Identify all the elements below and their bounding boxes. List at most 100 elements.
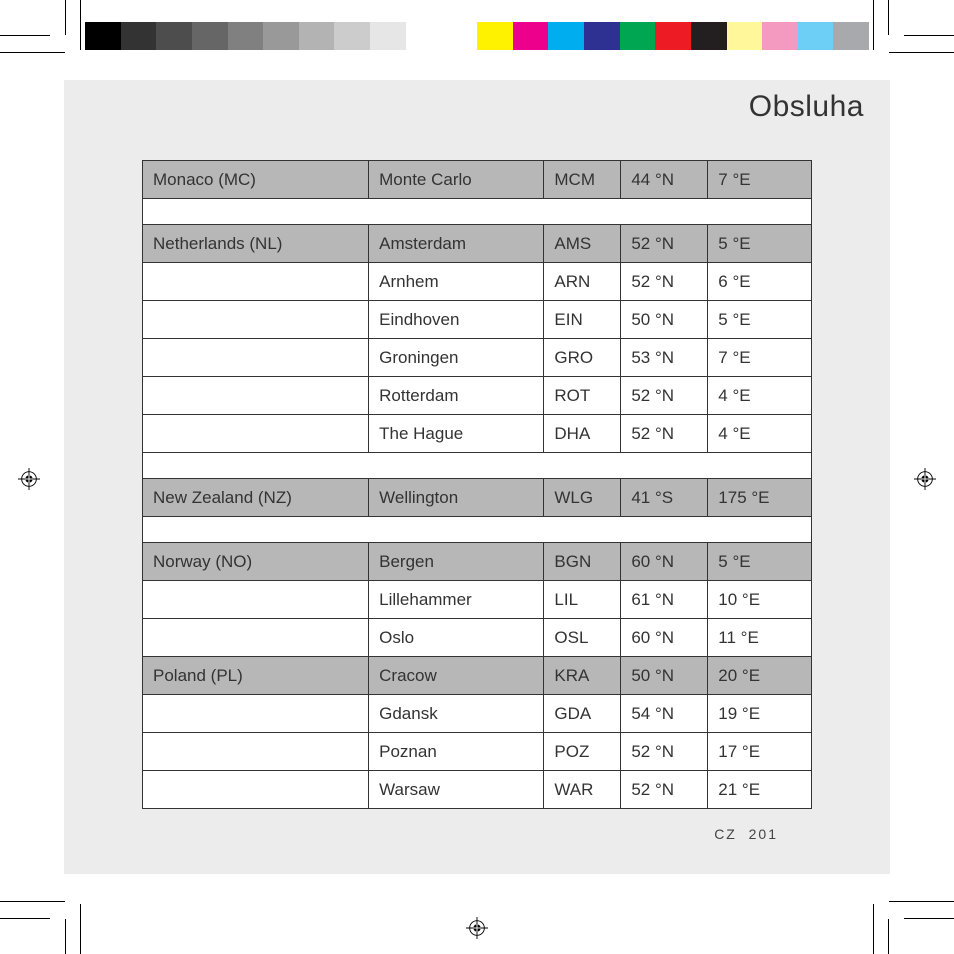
crop-mark: [65, 919, 66, 954]
page-title: Obsluha: [749, 90, 864, 124]
color-swatch: [192, 22, 228, 50]
table-row: RotterdamROT52 °N4 °E: [143, 377, 812, 415]
table-row: LillehammerLIL61 °N10 °E: [143, 581, 812, 619]
crop-mark: [0, 918, 50, 919]
cell-code: MCM: [544, 161, 621, 199]
cell-country: [143, 695, 369, 733]
cell-country: [143, 263, 369, 301]
table-row: Norway (NO)BergenBGN60 °N5 °E: [143, 543, 812, 581]
cell-lat: 60 °N: [621, 619, 708, 657]
cell-lat: 41 °S: [621, 479, 708, 517]
registration-mark-icon: [914, 468, 936, 490]
color-swatch: [584, 22, 620, 50]
color-swatch: [620, 22, 656, 50]
table-row: OsloOSL60 °N11 °E: [143, 619, 812, 657]
footer-page-number: 201: [749, 826, 778, 842]
cell-lon: 10 °E: [708, 581, 812, 619]
cell-lat: 50 °N: [621, 301, 708, 339]
crop-mark: [80, 0, 81, 50]
crop-mark: [904, 918, 954, 919]
cell-lon: 7 °E: [708, 339, 812, 377]
cell-code: BGN: [544, 543, 621, 581]
cell-city: Arnhem: [369, 263, 544, 301]
cell-country: Monaco (MC): [143, 161, 369, 199]
cell-country: [143, 339, 369, 377]
cell-city: The Hague: [369, 415, 544, 453]
color-swatch: [477, 22, 513, 50]
cell-lon: 175 °E: [708, 479, 812, 517]
cell-lat: 52 °N: [621, 263, 708, 301]
registration-mark-icon: [18, 468, 40, 490]
cell-lon: 17 °E: [708, 733, 812, 771]
crop-mark: [873, 904, 874, 954]
cell-lon: 5 °E: [708, 301, 812, 339]
color-swatch: [370, 22, 406, 50]
cell-lon: 7 °E: [708, 161, 812, 199]
cell-lon: 20 °E: [708, 657, 812, 695]
cell-lon: 11 °E: [708, 619, 812, 657]
spacer-cell: [143, 199, 812, 225]
page-body: Obsluha Monaco (MC)Monte CarloMCM44 °N7 …: [64, 80, 890, 874]
color-swatch: [655, 22, 691, 50]
color-swatch: [299, 22, 335, 50]
cell-code: KRA: [544, 657, 621, 695]
table-row: The HagueDHA52 °N4 °E: [143, 415, 812, 453]
cell-country: [143, 581, 369, 619]
cell-code: POZ: [544, 733, 621, 771]
locations-table-wrap: Monaco (MC)Monte CarloMCM44 °N7 °E Nether…: [142, 160, 812, 809]
color-swatch: [727, 22, 763, 50]
color-swatch: [85, 22, 121, 50]
cell-lat: 50 °N: [621, 657, 708, 695]
cell-code: LIL: [544, 581, 621, 619]
cell-country: [143, 415, 369, 453]
cell-country: Netherlands (NL): [143, 225, 369, 263]
registration-mark-icon: [466, 917, 488, 939]
cell-lon: 4 °E: [708, 377, 812, 415]
cell-country: Norway (NO): [143, 543, 369, 581]
cell-city: Monte Carlo: [369, 161, 544, 199]
cell-city: Bergen: [369, 543, 544, 581]
locations-table: Monaco (MC)Monte CarloMCM44 °N7 °E Nether…: [142, 160, 812, 809]
color-swatch: [691, 22, 727, 50]
cell-lon: 4 °E: [708, 415, 812, 453]
cell-city: Eindhoven: [369, 301, 544, 339]
page-footer: CZ 201: [714, 826, 778, 842]
crop-mark: [888, 919, 889, 954]
cell-code: DHA: [544, 415, 621, 453]
color-swatch: [798, 22, 834, 50]
cell-lat: 60 °N: [621, 543, 708, 581]
color-swatch: [441, 22, 477, 50]
cell-lat: 52 °N: [621, 415, 708, 453]
table-row: WarsawWAR52 °N21 °E: [143, 771, 812, 809]
cell-lat: 54 °N: [621, 695, 708, 733]
color-swatch: [833, 22, 869, 50]
cell-code: GRO: [544, 339, 621, 377]
spacer-cell: [143, 453, 812, 479]
color-swatch: [156, 22, 192, 50]
cell-city: Poznan: [369, 733, 544, 771]
color-calibration-bar: [85, 22, 869, 50]
cell-country: [143, 733, 369, 771]
crop-mark: [0, 52, 65, 53]
color-swatch: [513, 22, 549, 50]
cell-city: Amsterdam: [369, 225, 544, 263]
cell-city: Lillehammer: [369, 581, 544, 619]
color-swatch: [263, 22, 299, 50]
cell-code: WLG: [544, 479, 621, 517]
table-row: Poland (PL)CracowKRA50 °N20 °E: [143, 657, 812, 695]
table-row: New Zealand (NZ)WellingtonWLG41 °S175 °E: [143, 479, 812, 517]
cell-lon: 21 °E: [708, 771, 812, 809]
crop-mark: [904, 35, 954, 36]
table-row: EindhovenEIN50 °N5 °E: [143, 301, 812, 339]
crop-mark: [80, 904, 81, 954]
cell-lon: 6 °E: [708, 263, 812, 301]
cell-country: [143, 771, 369, 809]
table-row: Monaco (MC)Monte CarloMCM44 °N7 °E: [143, 161, 812, 199]
cell-lat: 52 °N: [621, 733, 708, 771]
cell-code: EIN: [544, 301, 621, 339]
cell-lat: 52 °N: [621, 377, 708, 415]
cell-code: GDA: [544, 695, 621, 733]
crop-mark: [0, 35, 50, 36]
cell-code: ROT: [544, 377, 621, 415]
spacer-cell: [143, 517, 812, 543]
